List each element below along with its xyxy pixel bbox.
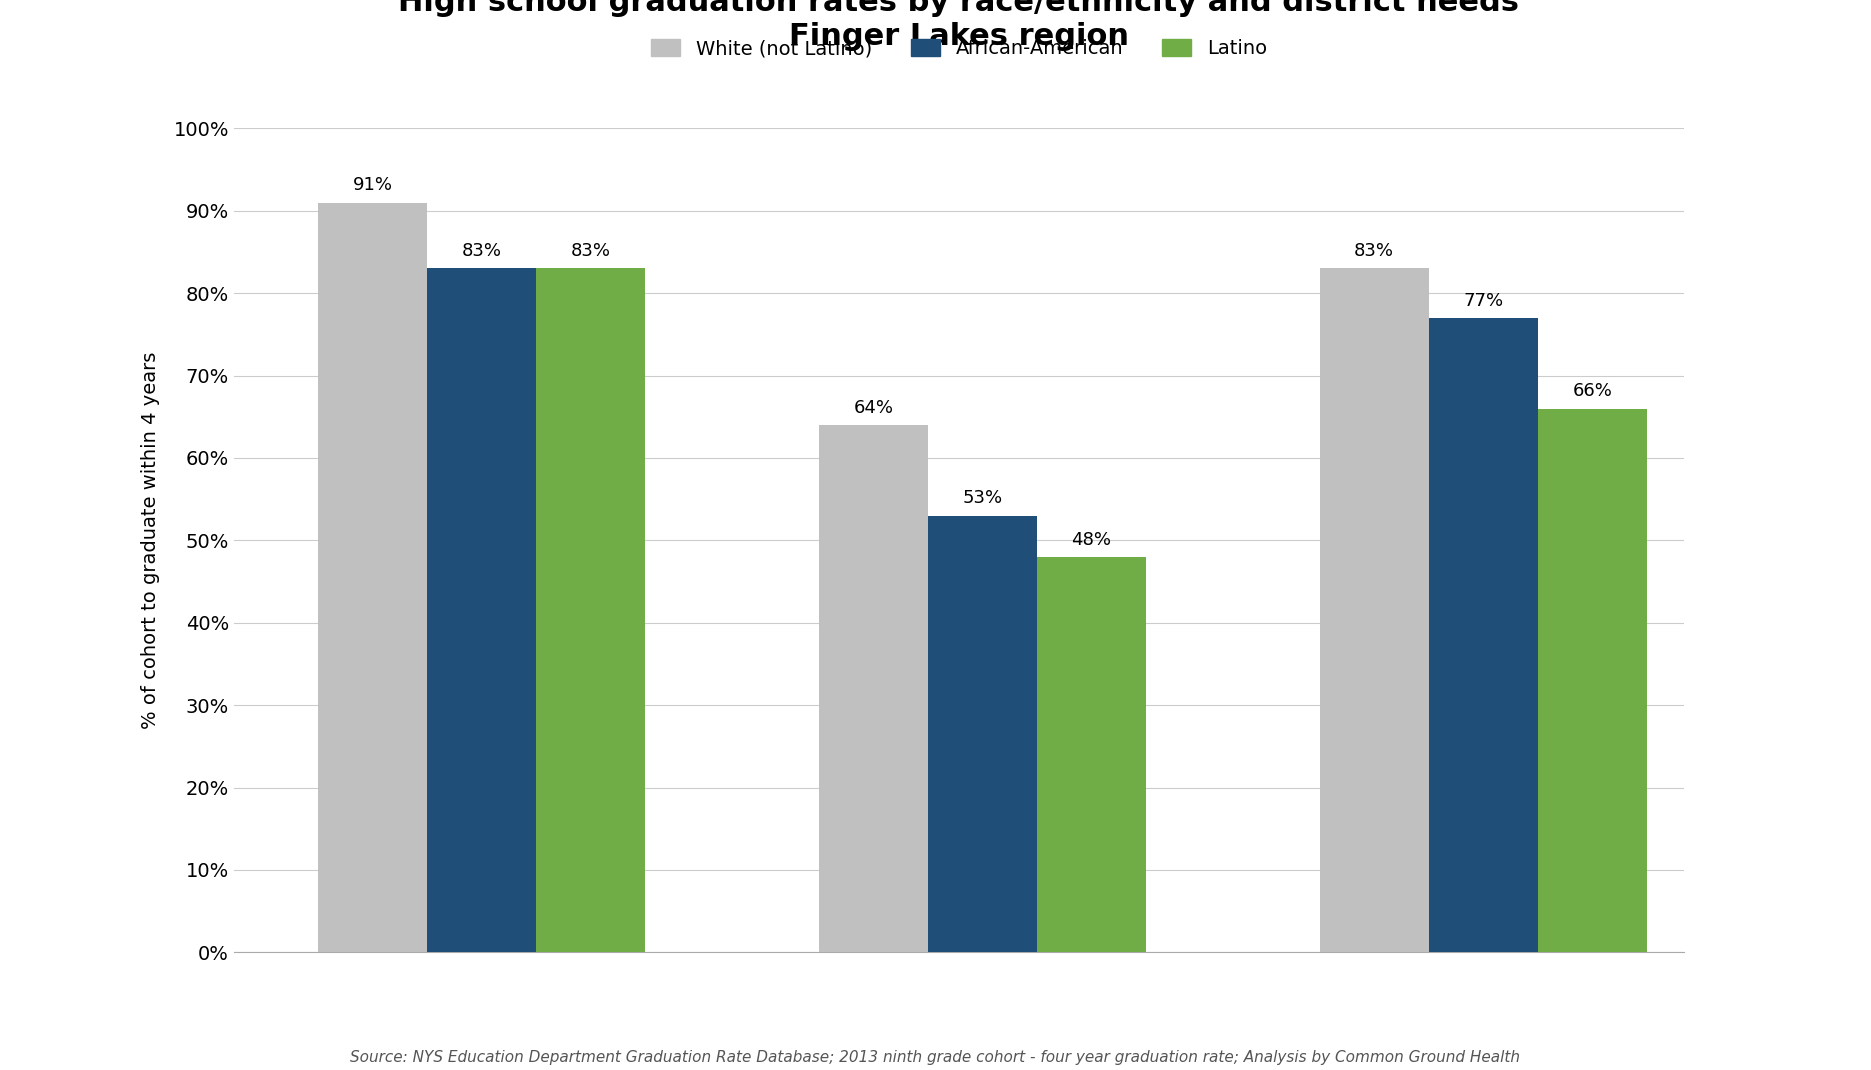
Legend: White (not Latino), African-American, Latino: White (not Latino), African-American, La…	[644, 31, 1274, 66]
Bar	[318, 202, 427, 952]
Bar	[928, 516, 1037, 952]
Bar	[1429, 318, 1538, 952]
Text: 83%: 83%	[571, 242, 610, 260]
Text: Source: NYS Education Department Graduation Rate Database; 2013 ninth grade coho: Source: NYS Education Department Graduat…	[350, 1050, 1521, 1065]
Bar	[1319, 269, 1429, 952]
Text: 83%: 83%	[1355, 242, 1394, 260]
Text: 66%: 66%	[1572, 382, 1613, 400]
Text: 91%: 91%	[352, 177, 393, 195]
Bar	[819, 425, 928, 952]
Bar	[427, 269, 537, 952]
Bar	[1538, 409, 1646, 952]
Text: 77%: 77%	[1463, 292, 1502, 309]
Text: 48%: 48%	[1072, 531, 1111, 549]
Text: 83%: 83%	[462, 242, 501, 260]
Text: 64%: 64%	[853, 399, 892, 416]
Y-axis label: % of cohort to graduate within 4 years: % of cohort to graduate within 4 years	[140, 352, 159, 729]
Text: 53%: 53%	[962, 489, 1003, 507]
Bar	[537, 269, 645, 952]
Bar	[1037, 556, 1147, 952]
Title: High school graduation rates by race/ethnicity and district needs
Finger Lakes r: High school graduation rates by race/eth…	[399, 0, 1519, 51]
